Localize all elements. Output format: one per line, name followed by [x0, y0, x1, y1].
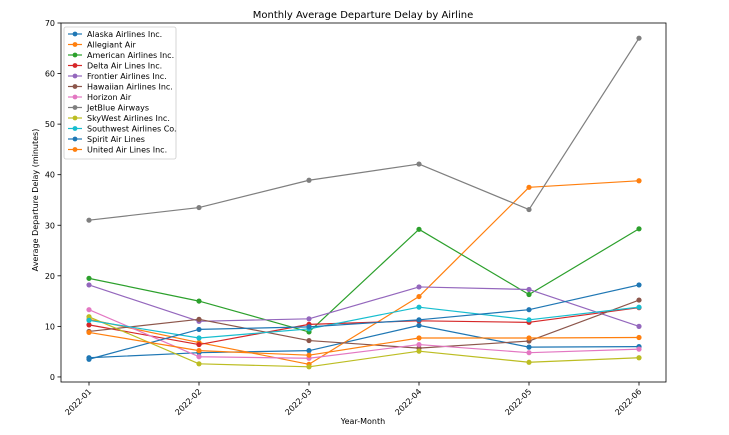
data-point [526, 350, 531, 355]
data-point [196, 354, 201, 359]
x-axis-title: Year-Month [340, 417, 385, 426]
data-point [86, 330, 91, 335]
data-point [636, 36, 641, 41]
data-point [526, 345, 531, 350]
legend-label: Horizon Air [87, 93, 132, 102]
legend-marker [73, 105, 78, 110]
legend-label: Allegiant Air [87, 41, 136, 50]
data-point [526, 335, 531, 340]
y-tick-label: 70 [45, 19, 55, 28]
legend-marker [73, 137, 78, 142]
legend-label: Frontier Airlines Inc. [87, 72, 167, 81]
data-point [86, 282, 91, 287]
data-point [526, 287, 531, 292]
legend-label: Spirit Air Lines [87, 135, 145, 144]
data-point [636, 178, 641, 183]
data-point [196, 327, 201, 332]
data-point [416, 349, 421, 354]
data-point [306, 338, 311, 343]
data-point [306, 316, 311, 321]
data-point [306, 348, 311, 353]
legend-label: Hawaiian Airlines Inc. [87, 83, 173, 92]
legend-marker [73, 116, 78, 121]
data-point [196, 317, 201, 322]
data-point [196, 348, 201, 353]
legend-label: American Airlines Inc. [87, 51, 174, 60]
data-point [306, 353, 311, 358]
legend-label: United Air Lines Inc. [87, 146, 167, 155]
data-point [196, 342, 201, 347]
data-point [416, 317, 421, 322]
data-point [306, 324, 311, 329]
legend-label: Southwest Airlines Co. [87, 125, 177, 134]
y-tick-label: 10 [45, 322, 55, 331]
chart-title: Monthly Average Departure Delay by Airli… [253, 10, 473, 21]
data-point [416, 335, 421, 340]
data-point [416, 305, 421, 310]
data-point [526, 185, 531, 190]
legend-marker [73, 95, 78, 100]
legend-marker [73, 147, 78, 152]
data-point [306, 364, 311, 369]
data-point [196, 298, 201, 303]
data-point [416, 323, 421, 328]
data-point [416, 284, 421, 289]
data-point [416, 161, 421, 166]
data-point [416, 342, 421, 347]
y-axis-title: Average Departure Delay (minutes) [31, 129, 40, 272]
y-tick-label: 0 [50, 373, 55, 382]
y-tick-label: 40 [45, 171, 55, 180]
data-point [526, 307, 531, 312]
legend-label: SkyWest Airlines Inc. [87, 114, 170, 123]
legend-marker [73, 84, 78, 89]
legend-marker [73, 32, 78, 37]
data-point [526, 207, 531, 212]
data-point [306, 178, 311, 183]
legend-marker [73, 42, 78, 47]
data-point [636, 355, 641, 360]
legend-marker [73, 126, 78, 131]
legend-marker [73, 63, 78, 68]
data-point [86, 276, 91, 281]
data-point [636, 297, 641, 302]
legend-label: Delta Air Lines Inc. [87, 62, 162, 71]
data-point [196, 205, 201, 210]
y-tick-label: 20 [45, 272, 55, 281]
data-point [86, 322, 91, 327]
legend: Alaska Airlines Inc. Allegiant AirAmerica… [64, 27, 177, 159]
data-point [636, 347, 641, 352]
legend-marker [73, 53, 78, 58]
data-point [526, 360, 531, 365]
data-point [196, 361, 201, 366]
legend-label: JetBlue Airways [86, 104, 149, 113]
data-point [86, 307, 91, 312]
y-tick-label: 30 [45, 221, 55, 230]
data-point [526, 292, 531, 297]
data-point [86, 218, 91, 223]
legend-label: Alaska Airlines Inc. [87, 30, 162, 39]
data-point [636, 282, 641, 287]
data-point [636, 335, 641, 340]
legend-marker [73, 74, 78, 79]
data-point [416, 294, 421, 299]
data-point [636, 226, 641, 231]
data-point [196, 335, 201, 340]
y-tick-label: 50 [45, 120, 55, 129]
data-point [86, 357, 91, 362]
data-point [636, 324, 641, 329]
data-point [636, 305, 641, 310]
data-point [526, 317, 531, 322]
data-point [86, 318, 91, 323]
y-tick-label: 60 [45, 70, 55, 79]
data-point [416, 227, 421, 232]
